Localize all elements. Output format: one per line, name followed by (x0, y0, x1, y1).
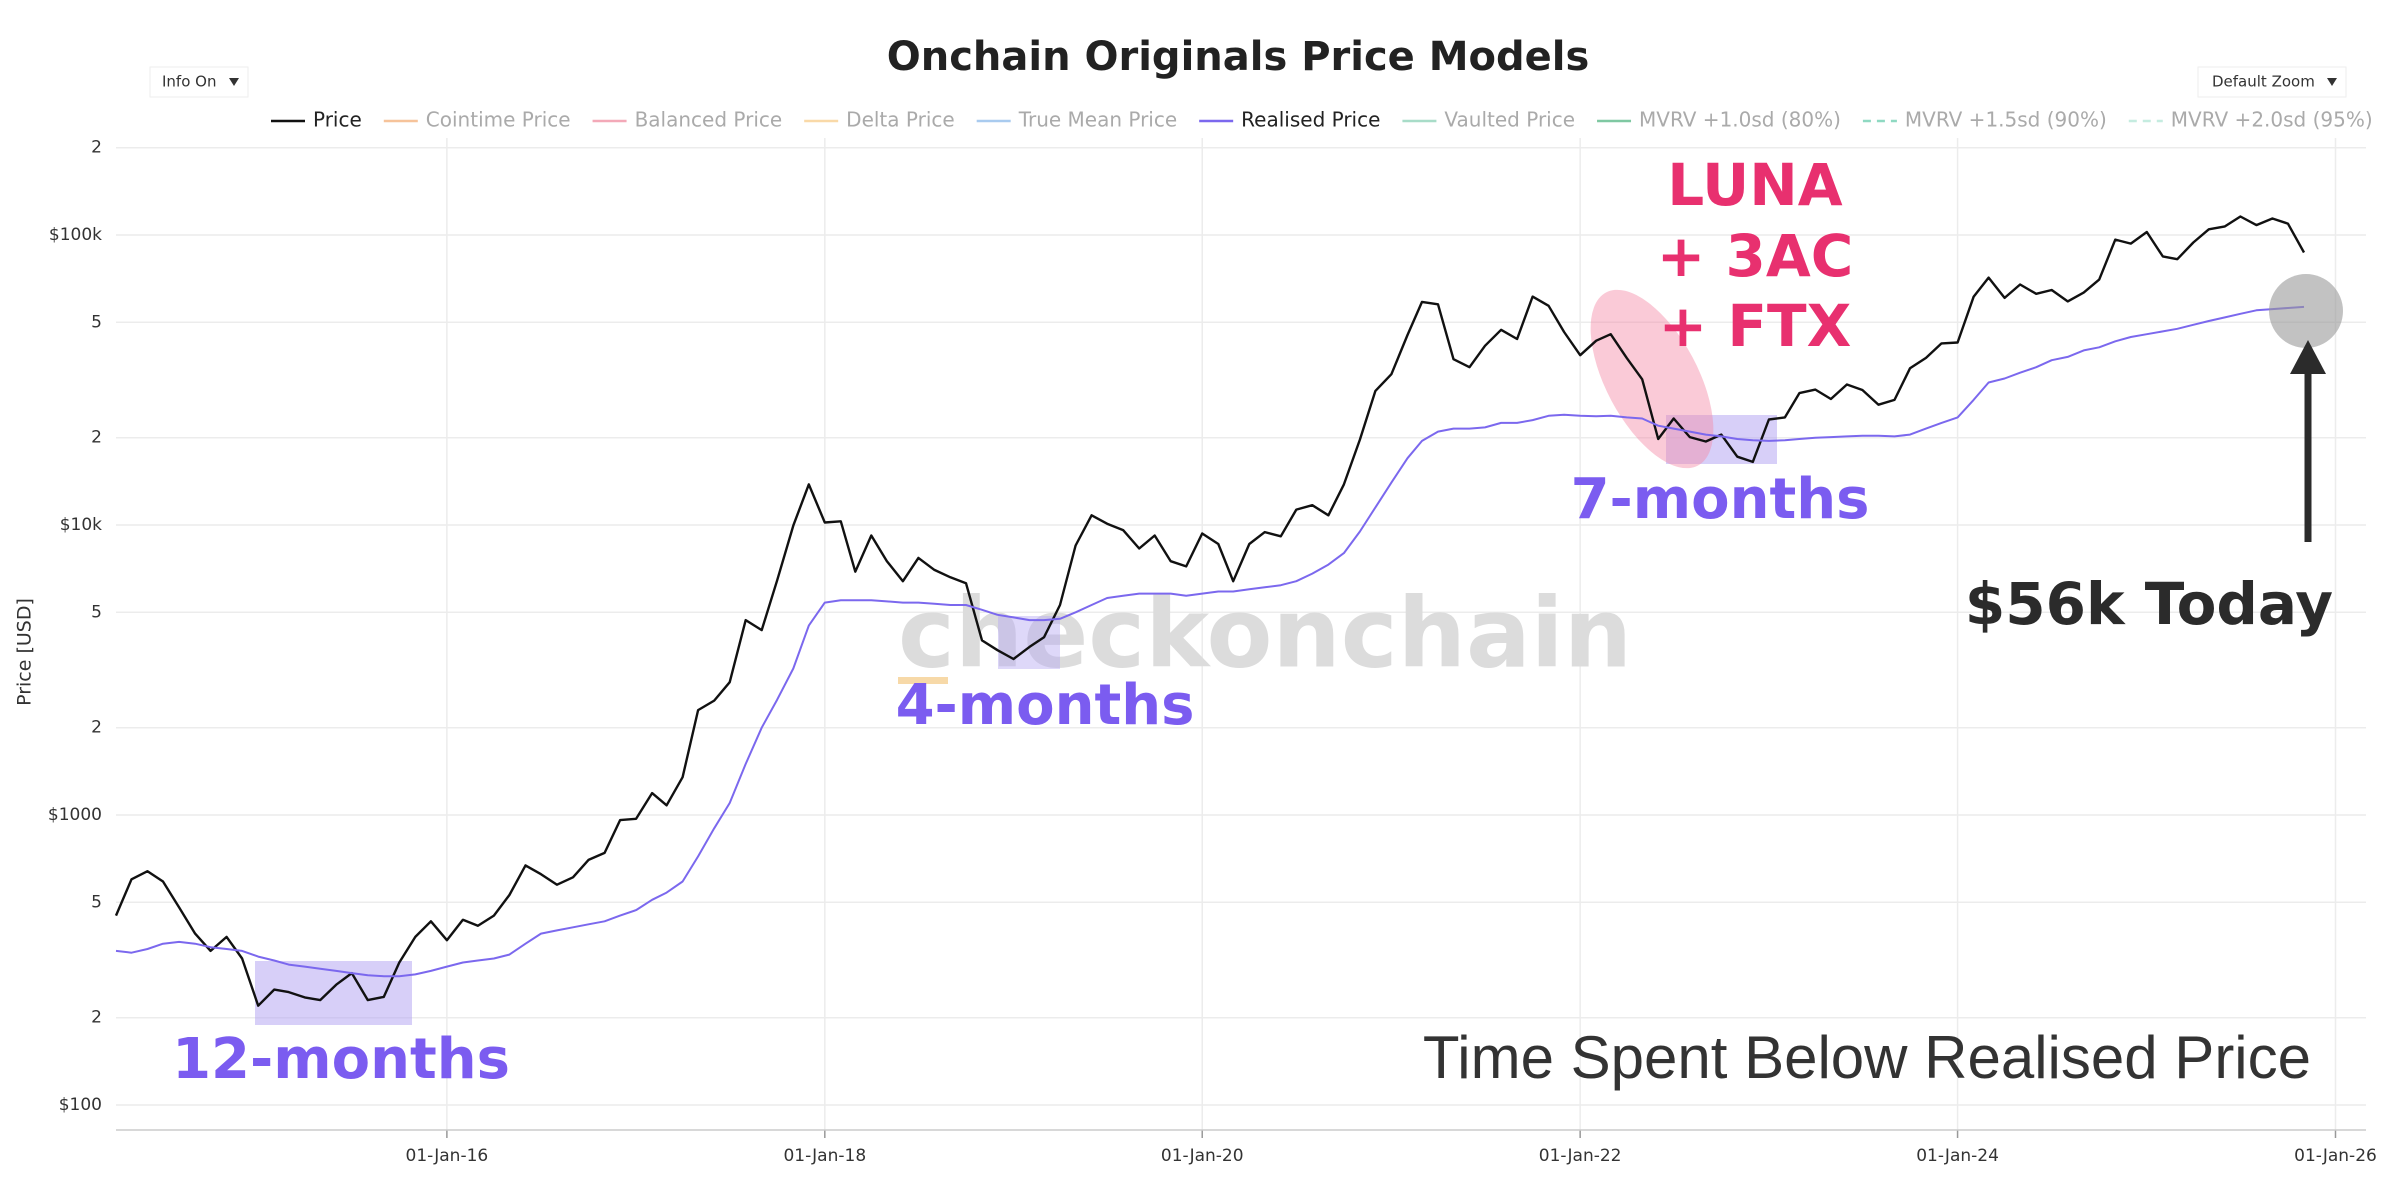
legend-label: Vaulted Price (1444, 108, 1575, 132)
button[interactable]: Info On (149, 66, 249, 98)
annotation: + FTX (1659, 292, 1852, 360)
period-mark (898, 677, 948, 684)
y-tick-label: 2 (91, 138, 102, 158)
x-tick-label: 01-Jan-22 (1539, 1146, 1622, 1166)
legend-label: MVRV +1.0sd (80%) (1639, 108, 1841, 132)
highlight-ellipse (1590, 289, 1714, 469)
grid (116, 138, 2366, 1138)
y-tick-label: 5 (91, 312, 102, 332)
x-tick-label: 01-Jan-26 (2294, 1146, 2377, 1166)
legend-label: Price (313, 108, 362, 132)
y-tick-label: $1000 (48, 805, 102, 825)
chart-title: Onchain Originals Price Models (887, 34, 1590, 80)
x-tick-label: 01-Jan-24 (1916, 1146, 1999, 1166)
annotation: 7-months (1571, 467, 1870, 532)
y-tick-label: 2 (91, 718, 102, 738)
lines (114, 215, 2306, 1007)
button-label[interactable]: Default Zoom (2212, 73, 2315, 91)
dropdown-arrow (2327, 78, 2337, 86)
annotation: 12-months (172, 1027, 510, 1092)
y-tick-label: 5 (91, 602, 102, 622)
x-tick-label: 01-Jan-18 (783, 1146, 866, 1166)
annotation: Time Spent Below Realised Price (1423, 1024, 2311, 1091)
legend-label: Balanced Price (635, 108, 783, 132)
highlight-circle (2269, 274, 2343, 348)
legend-label: MVRV +1.5sd (90%) (1905, 108, 2107, 132)
legend: Price Cointime Price Balanced Price Delta P… (271, 108, 2373, 132)
series-line (114, 215, 2306, 1007)
series-line (115, 305, 2305, 978)
annotation: LUNA (1667, 151, 1843, 219)
annotation: 4-months (896, 673, 1195, 738)
legend-label: Realised Price (1241, 108, 1380, 132)
legend-label: Cointime Price (426, 108, 571, 132)
annotation: + 3AC (1657, 222, 1854, 290)
watermark: checkonchain (898, 577, 1632, 689)
legend-label: True Mean Price (1018, 108, 1177, 132)
legend-label: Delta Price (846, 108, 955, 132)
button-box[interactable] (2197, 66, 2347, 98)
y-axis-label: Price [USD] (14, 598, 36, 706)
y-tick-label: 2 (91, 1008, 102, 1028)
arrow-head (2290, 340, 2326, 374)
button-label[interactable]: Info On (162, 73, 216, 91)
legend-label: MVRV +2.0sd (95%) (2171, 108, 2373, 132)
button[interactable]: Default Zoom (2197, 66, 2347, 98)
dropdown-arrow (229, 78, 239, 86)
y-tick-label: 2 (91, 428, 102, 448)
x-tick-label: 01-Jan-20 (1161, 1146, 1244, 1166)
x-tick-label: 01-Jan-16 (406, 1146, 489, 1166)
y-tick-label: 5 (91, 892, 102, 912)
y-tick-label: $10k (60, 515, 102, 535)
y-tick-label: $100 (59, 1095, 102, 1115)
annotation: $56k Today (1965, 570, 2333, 638)
y-tick-label: $100k (49, 225, 102, 245)
